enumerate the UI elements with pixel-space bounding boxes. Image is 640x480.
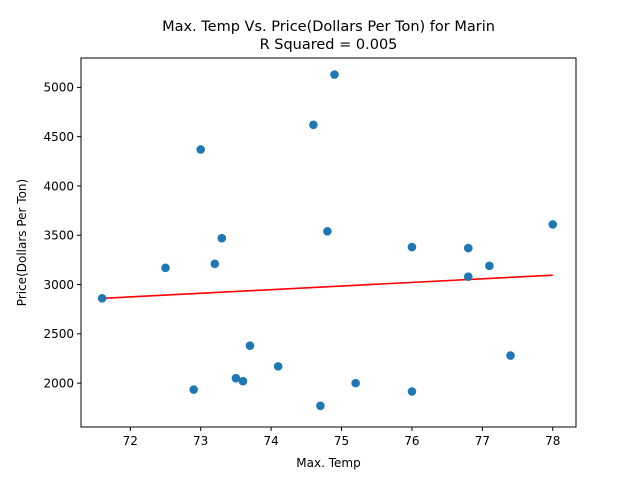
scatter-point [217, 233, 227, 243]
y-tick-label: 4000 [43, 179, 74, 193]
scatter-point [189, 385, 198, 394]
scatter-point [238, 376, 248, 386]
scatter-point [323, 227, 332, 236]
scatter-point [210, 259, 220, 269]
scatter-point [330, 70, 339, 79]
chart-title: Max. Temp Vs. Price(Dollars Per Ton) for… [162, 19, 495, 35]
scatter-point [196, 145, 206, 154]
x-tick-label: 75 [334, 434, 349, 448]
x-axis-label: Max. Temp [296, 456, 360, 470]
x-tick-label: 76 [404, 434, 419, 448]
y-axis-label: Price(Dollars Per Ton) [15, 179, 29, 306]
scatter-point [316, 401, 325, 411]
x-axis-ticks: 72 73 74 75 76 77 78 [123, 427, 560, 448]
x-tick-label: 73 [193, 434, 208, 448]
scatter-point [463, 243, 473, 253]
y-tick-label: 5000 [43, 81, 74, 95]
x-tick-label: 78 [545, 434, 560, 448]
scatter-point [231, 373, 241, 383]
regression-line [102, 274, 553, 300]
y-tick-label: 3000 [43, 278, 74, 292]
scatter-point [407, 387, 417, 396]
x-tick-label: 72 [123, 434, 138, 448]
y-tick-label: 2000 [43, 376, 74, 390]
y-axis-ticks: 2000 2500 3000 3500 4000 4500 5000 [43, 81, 81, 390]
scatter-point [463, 272, 473, 281]
points-layer [97, 70, 558, 411]
scatter-point [506, 351, 515, 360]
plot-frame [80, 57, 577, 428]
scatter-point [407, 242, 417, 252]
scatter-point [273, 362, 283, 371]
scatter-point [97, 294, 107, 303]
scatter-point [548, 220, 558, 229]
y-tick-label: 2500 [43, 327, 74, 341]
y-tick-label: 4500 [43, 130, 74, 144]
scatter-point [161, 263, 170, 273]
chart-subtitle: R Squared = 0.005 [260, 37, 398, 53]
scatter-point [245, 341, 255, 350]
regression-layer [102, 274, 553, 300]
y-tick-label: 3500 [43, 229, 74, 243]
x-tick-label: 74 [263, 434, 278, 448]
plot-area [81, 58, 576, 427]
x-tick-label: 77 [475, 434, 490, 448]
scatter-point [309, 120, 318, 130]
scatter-point [351, 378, 360, 388]
scatter-point [485, 261, 494, 271]
